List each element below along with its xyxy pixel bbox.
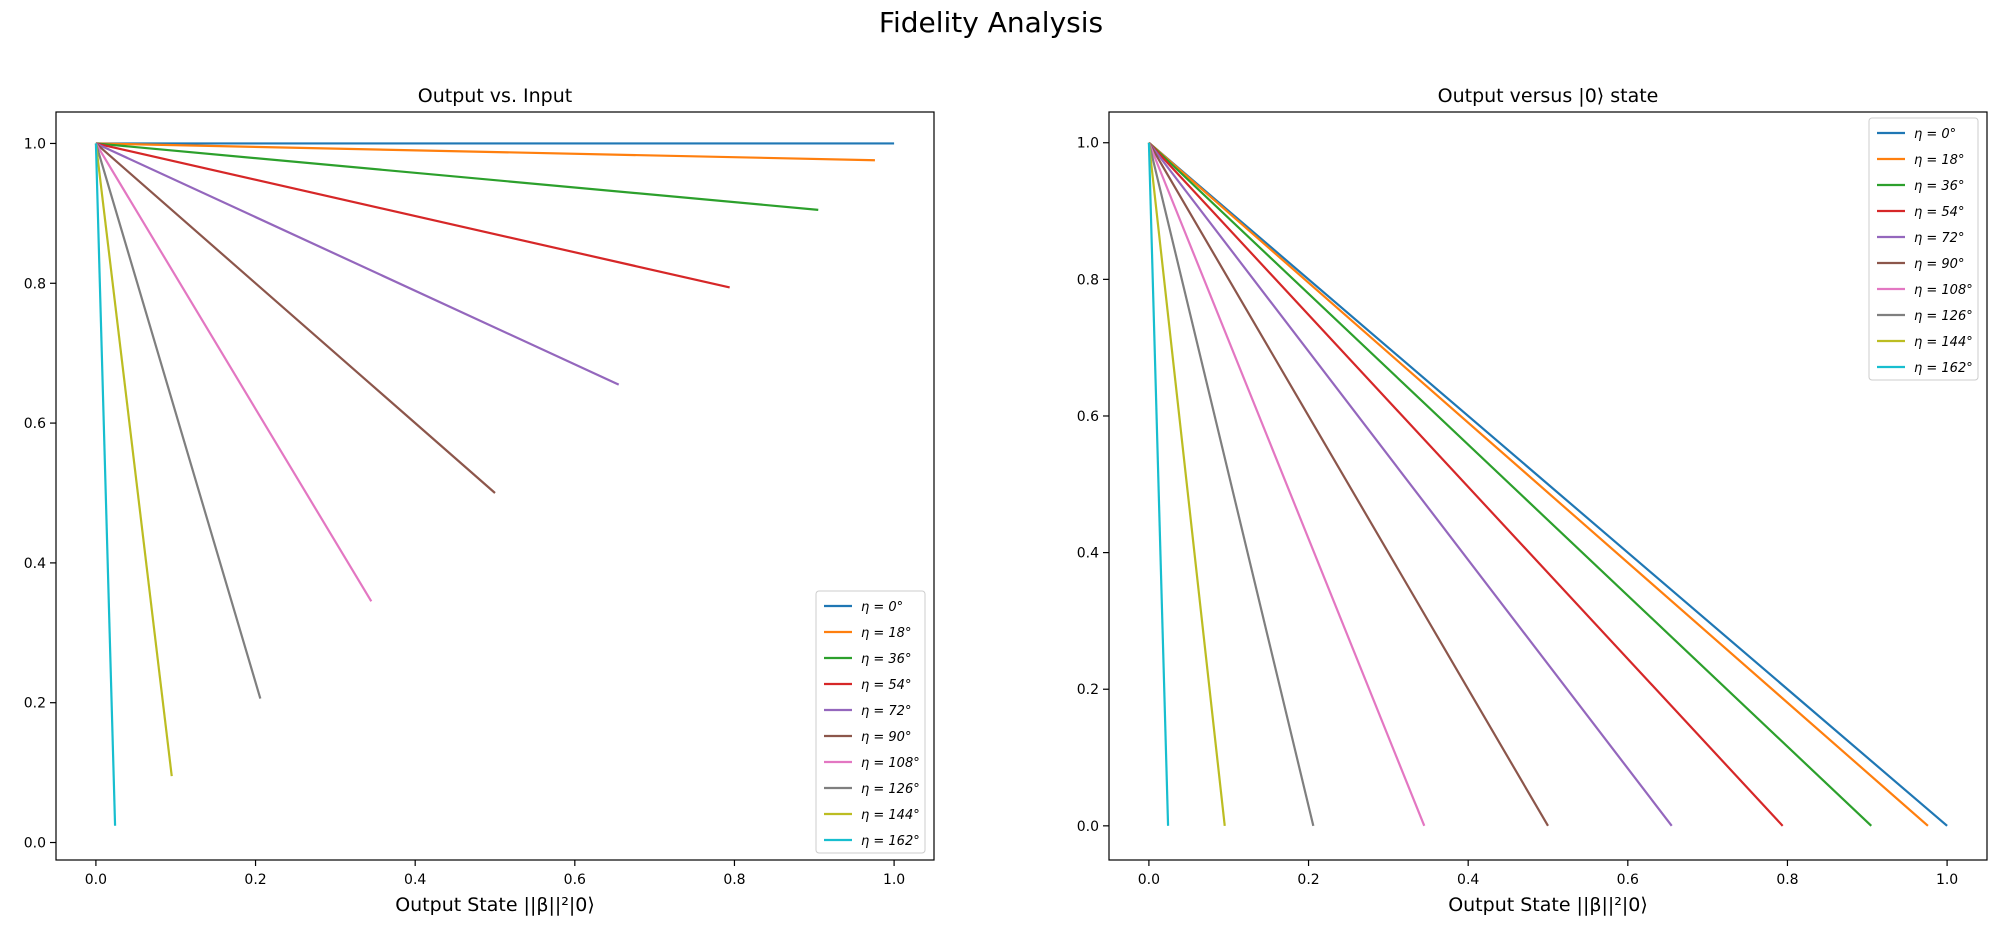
axes-frame bbox=[1108, 111, 1988, 861]
y-tick-label: 0.6 bbox=[24, 416, 46, 432]
chart-title: Output vs. Input bbox=[418, 85, 572, 107]
series-line bbox=[94, 142, 373, 602]
legend-label: η = 54° bbox=[861, 678, 911, 693]
legend: η = 0° η = 18° η = 36° η = 54° η = 72° η = 90… bbox=[1868, 117, 1979, 381]
chart-title: Output versus |0⟩ state bbox=[1438, 85, 1659, 107]
y-tick-label: 0.8 bbox=[1077, 272, 1099, 288]
series-line bbox=[94, 143, 117, 826]
legend-label: η = 162° bbox=[1914, 361, 1973, 376]
legend-label: η = 90° bbox=[1914, 257, 1964, 272]
y-tick-label: 0.2 bbox=[1077, 682, 1099, 698]
y-tick-label: 1.0 bbox=[24, 136, 46, 152]
series-line bbox=[95, 142, 620, 386]
y-tick-label: 0.8 bbox=[24, 276, 46, 292]
x-tick-label: 1.0 bbox=[883, 872, 905, 888]
chart-panel-2: Output versus |0⟩ state 0.0 0.2 0.4 0.6 0.8 1.… bbox=[1077, 85, 1988, 916]
legend-label: η = 72° bbox=[861, 704, 911, 719]
series-line bbox=[94, 143, 173, 777]
legend-label: η = 90° bbox=[861, 730, 911, 745]
legend-label: η = 36° bbox=[861, 652, 911, 667]
series-line bbox=[95, 142, 496, 494]
y-tick-label: 0.4 bbox=[1077, 546, 1099, 562]
x-tick-label: 0.6 bbox=[564, 872, 586, 888]
y-tick-label: 0.2 bbox=[24, 696, 46, 712]
series-line bbox=[94, 143, 262, 699]
legend-label: η = 108° bbox=[861, 756, 920, 771]
legend-label: η = 162° bbox=[861, 834, 920, 849]
figure-title: Fidelity Analysis bbox=[878, 6, 1104, 39]
x-tick-label: 0.0 bbox=[1138, 872, 1160, 888]
x-tick-label: 0.8 bbox=[1776, 872, 1798, 888]
y-tick-label: 0.0 bbox=[24, 836, 46, 852]
x-axis-label: Output State ||β||²|0⟩ bbox=[395, 894, 595, 916]
x-axis-label: Output State ||β||²|0⟩ bbox=[1448, 894, 1648, 916]
series-line bbox=[95, 142, 875, 162]
legend-label: η = 144° bbox=[861, 808, 920, 823]
x-tick-label: 0.0 bbox=[85, 872, 107, 888]
legend-label: η = 36° bbox=[1914, 179, 1964, 194]
y-tick-label: 0.0 bbox=[1077, 819, 1099, 835]
y-tick-label: 0.6 bbox=[1077, 409, 1099, 425]
series-line bbox=[95, 142, 819, 211]
series-line bbox=[1148, 142, 1673, 827]
series-line bbox=[1147, 142, 1549, 827]
legend-label: η = 18° bbox=[861, 626, 911, 641]
y-tick-label: 1.0 bbox=[1077, 136, 1099, 152]
series-line bbox=[1147, 142, 1426, 827]
legend-label: η = 126° bbox=[1914, 309, 1973, 324]
legend-label: η = 126° bbox=[861, 782, 920, 797]
series-line bbox=[95, 142, 730, 289]
legend-label: η = 72° bbox=[1914, 231, 1964, 246]
x-tick-label: 0.4 bbox=[1457, 872, 1479, 888]
legend-label: η = 108° bbox=[1914, 283, 1973, 298]
series-line bbox=[1147, 142, 1226, 826]
x-tick-label: 0.6 bbox=[1617, 872, 1639, 888]
x-tick-label: 0.8 bbox=[723, 872, 745, 888]
x-tick-label: 0.2 bbox=[244, 872, 266, 888]
legend-label: η = 144° bbox=[1914, 335, 1973, 350]
axes-frame bbox=[55, 111, 935, 861]
y-tick-label: 0.4 bbox=[24, 556, 46, 572]
legend-label: η = 0° bbox=[1914, 127, 1956, 142]
series-line bbox=[1148, 141, 1784, 827]
x-tick-label: 1.0 bbox=[1936, 872, 1958, 888]
legend-label: η = 0° bbox=[861, 600, 903, 615]
legend: η = 0° η = 18° η = 36° η = 54° η = 72° η = 90… bbox=[815, 590, 926, 854]
x-tick-label: 0.2 bbox=[1297, 872, 1319, 888]
chart-panel-1: Output vs. Input 0.0 0.2 0.4 0.6 0.8 1.0 0.0 0.2… bbox=[24, 85, 935, 916]
series-line bbox=[1147, 142, 1170, 826]
series-line bbox=[1148, 141, 1873, 827]
series-line bbox=[1148, 141, 1929, 827]
x-tick-label: 0.4 bbox=[404, 872, 426, 888]
legend-label: η = 18° bbox=[1914, 153, 1964, 168]
series-line bbox=[1147, 142, 1315, 827]
legend-label: η = 54° bbox=[1914, 205, 1964, 220]
series-line bbox=[1148, 141, 1948, 827]
